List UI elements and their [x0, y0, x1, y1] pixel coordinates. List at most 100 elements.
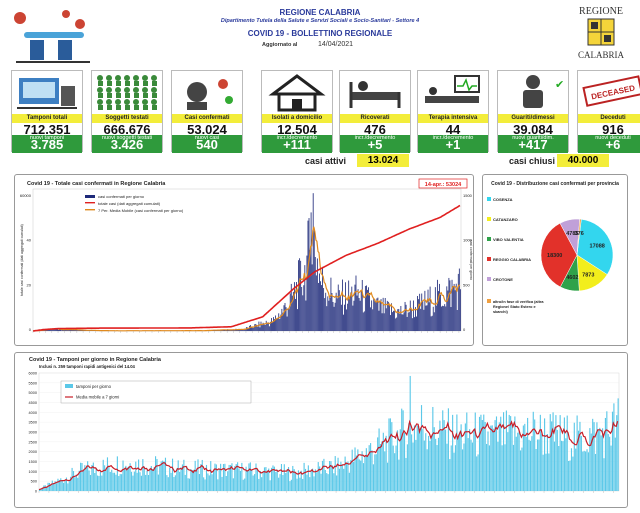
tests-daily-bar — [445, 429, 447, 491]
tests-daily-bar — [44, 485, 46, 491]
tests-daily-bar — [480, 414, 482, 491]
tests-daily-bar — [78, 470, 80, 491]
daily-case-bar — [362, 312, 364, 331]
daily-case-bar — [357, 289, 359, 331]
tests-daily-bar — [258, 478, 260, 491]
tests-daily-bar — [429, 440, 431, 491]
tests-daily-bar — [476, 456, 478, 491]
tests-daily-bar — [118, 476, 120, 491]
covid-lab-logo-icon — [14, 10, 90, 63]
tests-daily-bar — [77, 477, 79, 491]
tests-daily-bar — [525, 436, 527, 491]
tests-daily-bar — [130, 471, 133, 491]
tests-daily-bar — [409, 375, 411, 491]
tests-y-tick-label: 6000 — [29, 372, 37, 376]
daily-case-bar — [291, 295, 293, 331]
crowd-icon — [97, 75, 157, 110]
daily-case-bar — [68, 330, 70, 331]
daily-case-bar — [393, 310, 394, 331]
pie-slices — [540, 218, 614, 292]
tests-daily-bar — [435, 438, 437, 491]
daily-case-bar — [77, 330, 79, 331]
daily-case-bar — [379, 301, 381, 331]
tests-daily-bar — [108, 466, 110, 491]
tests-daily-bar — [227, 471, 229, 491]
daily-case-bar — [435, 305, 437, 331]
tests-daily-bar — [378, 428, 380, 491]
tests-daily-bar — [374, 454, 376, 491]
daily-case-bar — [459, 289, 461, 331]
tests-daily-bar — [546, 433, 548, 491]
tests-daily-bar — [580, 435, 582, 491]
daily-case-bar — [284, 302, 286, 331]
tests-daily-bar — [473, 428, 475, 491]
tests-daily-bar — [466, 412, 468, 491]
tests-daily-bar — [613, 403, 615, 491]
daily-case-bar — [443, 306, 445, 331]
daily-case-bar — [423, 309, 425, 331]
closed-cases-value: 40.000 — [557, 154, 609, 167]
daily-case-bar — [320, 281, 321, 331]
tests-daily-bar — [474, 412, 476, 491]
tests-daily-bar — [68, 480, 70, 491]
bulletin-title: COVID 19 - BOLLETTINO REGIONALE — [247, 29, 393, 38]
daily-case-bar — [323, 288, 325, 331]
svg-text:✔: ✔ — [555, 78, 564, 91]
tests-daily-bar — [306, 474, 308, 491]
tests-daily-bar — [518, 431, 520, 491]
tests-daily-bar — [159, 465, 161, 491]
cases-chart: Covid 19 - Totale casi confermati in Reg… — [20, 178, 473, 333]
pie-legend-label: CATANZARO — [493, 217, 518, 222]
tests-daily-bar — [370, 443, 372, 491]
tests-daily-bar — [505, 410, 507, 491]
tests-daily-bar — [238, 468, 240, 491]
tests-daily-bar — [422, 429, 424, 491]
tests-daily-bar — [115, 474, 117, 491]
tests-daily-bar — [75, 474, 77, 491]
kpi-delta: nuovi casi 540 — [172, 135, 242, 153]
tests-daily-bar — [303, 462, 305, 491]
daily-case-bar — [241, 329, 243, 331]
tests-daily-bar — [464, 423, 466, 491]
tests-daily-bar — [602, 428, 604, 491]
tests-daily-bar — [248, 463, 250, 491]
tests-daily-bar — [218, 468, 220, 491]
tests-daily-bar — [327, 474, 329, 491]
tests-daily-bar — [203, 477, 205, 491]
tests-daily-bar — [446, 443, 448, 491]
daily-case-bar — [415, 307, 416, 331]
tests-daily-bar — [452, 414, 454, 491]
daily-case-bar — [67, 329, 69, 331]
tests-daily-bar — [522, 425, 524, 491]
daily-case-bar — [331, 293, 333, 331]
tests-daily-bar — [316, 472, 318, 491]
tests-daily-bar — [217, 479, 219, 491]
kpi-card: Tamponi totali 712.351 nuovi tamponi 3.785 — [11, 70, 83, 153]
tests-daily-bar — [477, 454, 479, 491]
tests-daily-bar — [403, 432, 406, 491]
tests-daily-bar — [542, 454, 544, 491]
daily-case-bar — [454, 290, 456, 331]
tests-daily-bar — [503, 412, 505, 491]
daily-case-bar — [406, 316, 408, 331]
daily-case-bar — [244, 328, 246, 331]
tests-daily-bar — [139, 472, 141, 491]
kpi-label: Isolati a domicilio — [262, 114, 332, 123]
region-title: REGIONE CALABRIA — [279, 8, 361, 17]
daily-case-bar — [392, 312, 393, 331]
pie-slice-label: 4602 — [566, 275, 578, 281]
daily-case-bar — [343, 314, 344, 331]
tests-daily-bar — [57, 478, 59, 491]
daily-case-bar — [429, 286, 431, 331]
daily-case-bar — [316, 258, 318, 331]
tests-daily-bar — [402, 410, 404, 491]
daily-case-bar — [382, 297, 384, 331]
tests-daily-bar — [208, 475, 210, 491]
tests-daily-bar — [604, 417, 606, 491]
tests-daily-bar — [122, 460, 124, 491]
tests-daily-bar — [599, 427, 601, 491]
tests-daily-bar — [582, 451, 584, 491]
tests-daily-bar — [234, 466, 236, 491]
daily-case-bar — [453, 283, 455, 331]
daily-case-bar — [234, 330, 236, 331]
